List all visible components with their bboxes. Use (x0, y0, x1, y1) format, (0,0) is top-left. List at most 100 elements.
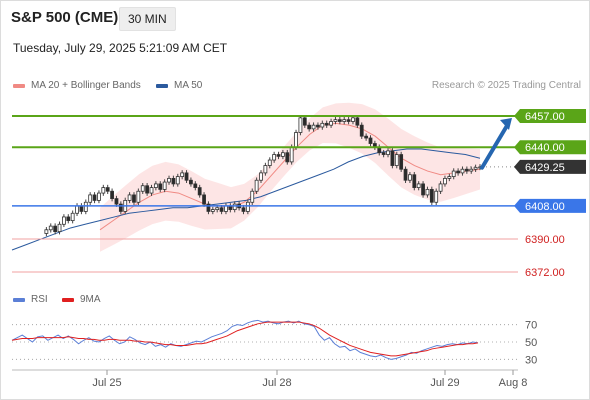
legend-ma50-swatch (156, 83, 168, 88)
time-tick-label: Jul 28 (262, 377, 291, 389)
legend-9ma: 9MA (62, 294, 101, 305)
candle-up (351, 117, 355, 122)
rsi-tick-70: 70 (525, 320, 537, 332)
candle-down (337, 119, 342, 122)
candle-up (416, 183, 421, 188)
candle-up (136, 190, 141, 203)
level-label-6408.00: 6408.00 (525, 201, 565, 213)
candle-down (132, 194, 136, 203)
candle-down (421, 183, 425, 196)
time-axis: Jul 25 Jul 28 Jul 29 Aug 8 (12, 369, 527, 389)
candle-up (443, 177, 447, 185)
rsi-tick-30: 30 (525, 354, 537, 366)
candle-down (359, 124, 364, 137)
candle-down (429, 189, 434, 203)
candle-up (329, 121, 333, 126)
candle-down (276, 154, 281, 157)
candle-down (206, 203, 211, 212)
level-label-6429.25: 6429.25 (525, 162, 565, 174)
candle-up (57, 223, 62, 233)
candle-up (44, 229, 49, 234)
level-tag-6457.00 (514, 109, 586, 123)
chart-title: S&P 500 (CME) (11, 9, 119, 26)
candle-down (114, 198, 119, 205)
candle-down (403, 168, 408, 181)
candle-up (272, 154, 277, 161)
bollinger-band (100, 102, 480, 252)
candle-down (197, 187, 202, 196)
candle-up (162, 181, 167, 190)
candle-up (259, 172, 263, 181)
candle-up (394, 154, 399, 166)
candle-up (460, 168, 465, 174)
candle-up (140, 185, 145, 192)
candle-up (294, 132, 298, 148)
candle-down (171, 177, 176, 185)
candle-down (399, 154, 404, 170)
candle-down (355, 117, 360, 126)
rsi-series-9MA (11, 321, 479, 357)
candle-down (302, 117, 307, 126)
candle-up (254, 179, 259, 192)
candle-up (97, 192, 101, 201)
candle-up (245, 201, 250, 212)
level-tag-6429.25 (514, 159, 586, 174)
candle-down (110, 190, 114, 199)
candle-up (83, 201, 88, 212)
candle-down (184, 172, 189, 181)
candle-up (311, 124, 316, 130)
candle-down (118, 203, 123, 212)
level-label-6390.00: 6390.00 (525, 234, 565, 246)
legend-rsi-swatch (13, 297, 25, 302)
candle-up (320, 122, 325, 128)
candle-up (386, 150, 390, 155)
candle-up (280, 152, 285, 157)
candle-up (342, 119, 347, 122)
candle-down (53, 225, 58, 233)
candle-up (167, 177, 171, 183)
candle-up (210, 209, 215, 212)
rsi-tick-50: 50 (525, 337, 537, 349)
candle-down (464, 168, 469, 172)
candle-down (189, 179, 193, 185)
candle-up (289, 146, 294, 163)
candle-up (408, 174, 412, 181)
candle-down (412, 174, 417, 188)
level-label-6372.00: 6372.00 (525, 267, 565, 279)
price-panel: 6457.00 6440.00 6429.25 6408.00 6390.00 6372.… (11, 102, 586, 279)
level-label-6440.00: 6440.00 (525, 142, 565, 154)
candle-down (79, 205, 84, 212)
legend-rsi-label: RSI (31, 294, 48, 305)
candle-up (267, 159, 272, 166)
source-credit: Research © 2025 Trading Central (431, 80, 581, 91)
candle-up (434, 190, 439, 203)
level-tag-6440.00 (514, 140, 586, 155)
forecast-arrowhead (500, 118, 512, 130)
candle-up (127, 194, 132, 201)
candle-down (92, 194, 97, 201)
candle-up (469, 168, 474, 172)
candle-up (149, 187, 154, 194)
legend-9ma-label: 9MA (80, 294, 101, 305)
legend-ma20-label: MA 20 + Bollinger Bands (31, 80, 141, 91)
time-tick-label: Jul 25 (92, 377, 121, 389)
ma50-line (11, 148, 481, 251)
candle-down (145, 185, 150, 194)
candle-down (219, 207, 224, 212)
candle-up (232, 203, 237, 210)
rsi-series-RSI (11, 319, 479, 360)
candle-down (316, 124, 320, 128)
legend-ma50-label: MA 50 (174, 80, 203, 91)
candle-up (180, 172, 185, 177)
candle-down (307, 124, 312, 130)
candle-down (193, 183, 198, 188)
time-tick-label: Jul 29 (430, 377, 459, 389)
candle-down (66, 216, 71, 222)
candle-up (224, 205, 228, 212)
forecast-arrow-shaft (480, 122, 510, 170)
legend-ma20: MA 20 + Bollinger Bands (13, 80, 141, 91)
candle-up (175, 176, 180, 185)
rsi-panel: 70 50 30 (11, 319, 537, 366)
candle-up (48, 225, 53, 231)
timeframe-button[interactable]: 30 MIN (119, 7, 176, 31)
